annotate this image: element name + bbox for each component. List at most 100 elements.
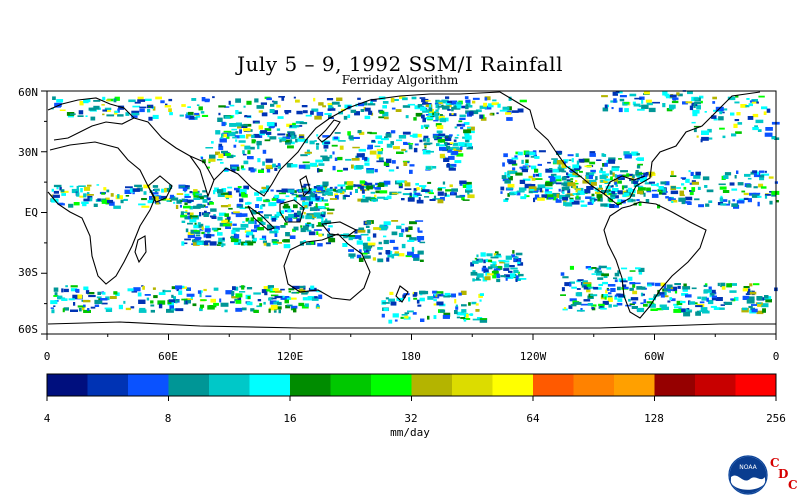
rain-cell	[143, 191, 147, 195]
rain-cell	[320, 155, 328, 158]
rain-cell	[683, 312, 691, 317]
rain-cell	[572, 300, 578, 303]
rain-cell	[589, 153, 596, 157]
rain-cell	[292, 285, 300, 289]
rain-cell	[575, 292, 582, 297]
rain-cell	[633, 180, 639, 184]
rain-cell	[318, 233, 323, 237]
rain-cell	[321, 221, 325, 226]
rain-cell	[205, 99, 210, 102]
rain-cell	[78, 185, 86, 187]
rain-cell	[185, 114, 191, 119]
rain-cell	[87, 98, 91, 103]
rain-cell	[380, 138, 389, 141]
rain-cell	[417, 304, 422, 307]
rain-cell	[615, 184, 618, 187]
coast-arabia	[147, 175, 173, 203]
rain-cell	[448, 147, 456, 151]
rain-cell	[562, 176, 567, 181]
rain-cell	[585, 266, 591, 269]
rain-cell	[475, 309, 480, 312]
rain-cell	[309, 162, 318, 167]
rain-cell	[242, 153, 247, 156]
rain-cell	[271, 198, 278, 201]
rain-cell	[244, 206, 251, 209]
rain-cell	[569, 283, 572, 287]
rain-cell	[309, 214, 316, 219]
rain-cell	[704, 185, 708, 188]
rain-cell	[323, 220, 332, 224]
rain-cell	[376, 160, 384, 163]
rain-cell	[665, 95, 673, 99]
rain-cell	[466, 184, 473, 189]
rain-cell	[247, 130, 250, 133]
rain-cell	[72, 294, 79, 299]
rain-cell	[104, 307, 112, 310]
rain-cell	[579, 170, 583, 173]
rain-cell	[412, 193, 419, 198]
rain-cell	[752, 127, 759, 131]
rain-cell	[676, 187, 681, 189]
rain-cell	[259, 238, 265, 240]
rain-cell	[558, 188, 561, 192]
rain-cell	[243, 105, 246, 108]
coastlines	[47, 91, 776, 329]
rain-cell	[491, 102, 499, 106]
rain-cell	[475, 109, 482, 113]
rain-cell	[332, 165, 336, 171]
rain-cell	[303, 240, 306, 242]
rain-cell	[405, 254, 413, 258]
rain-cell	[457, 101, 462, 105]
rain-cell	[386, 143, 393, 148]
rain-cell	[241, 307, 247, 311]
rain-cell	[393, 146, 400, 150]
rain-cell	[691, 180, 696, 183]
rain-cell	[262, 188, 269, 192]
rain-cell	[748, 305, 753, 309]
rain-cell	[313, 229, 322, 231]
rain-cell	[522, 178, 531, 181]
rain-cell	[641, 99, 644, 104]
rain-cell	[453, 148, 457, 151]
rain-cell	[94, 299, 103, 304]
rain-cell	[687, 91, 693, 95]
rain-cell	[383, 239, 389, 245]
rain-cell	[416, 299, 420, 304]
rain-cell	[764, 170, 767, 173]
rain-cell	[396, 225, 402, 230]
rain-cell	[461, 123, 466, 127]
rain-cell	[229, 123, 237, 127]
rain-cell	[87, 184, 92, 187]
rain-cell	[397, 191, 402, 194]
rain-cell	[235, 139, 238, 142]
rain-cell	[616, 293, 621, 297]
rain-cell	[180, 285, 185, 288]
rain-cell	[344, 195, 350, 197]
rain-cell	[635, 267, 641, 270]
rain-cell	[462, 136, 467, 139]
rain-cell	[194, 236, 201, 241]
rain-cell	[420, 125, 424, 129]
rain-cell	[435, 109, 439, 112]
colorbar-frame	[46, 373, 777, 397]
rain-cell	[385, 250, 391, 255]
rain-cell	[273, 100, 278, 105]
rain-cell	[760, 303, 769, 308]
rain-cell	[322, 135, 330, 138]
rain-cell	[507, 183, 515, 188]
rain-cell	[752, 113, 759, 118]
rain-cell	[205, 147, 214, 149]
rain-cell	[257, 144, 260, 150]
rain-cell	[503, 260, 510, 263]
rain-cell	[454, 126, 458, 129]
rain-cell	[221, 242, 224, 248]
rain-cell	[170, 197, 179, 201]
rain-cell	[702, 176, 710, 181]
rain-cell	[487, 273, 494, 276]
rain-cell	[404, 315, 409, 319]
rain-cell	[90, 306, 96, 309]
rain-cell	[235, 98, 241, 103]
rain-cell	[627, 152, 634, 155]
rain-cell	[221, 121, 226, 127]
rain-cell	[193, 194, 199, 198]
